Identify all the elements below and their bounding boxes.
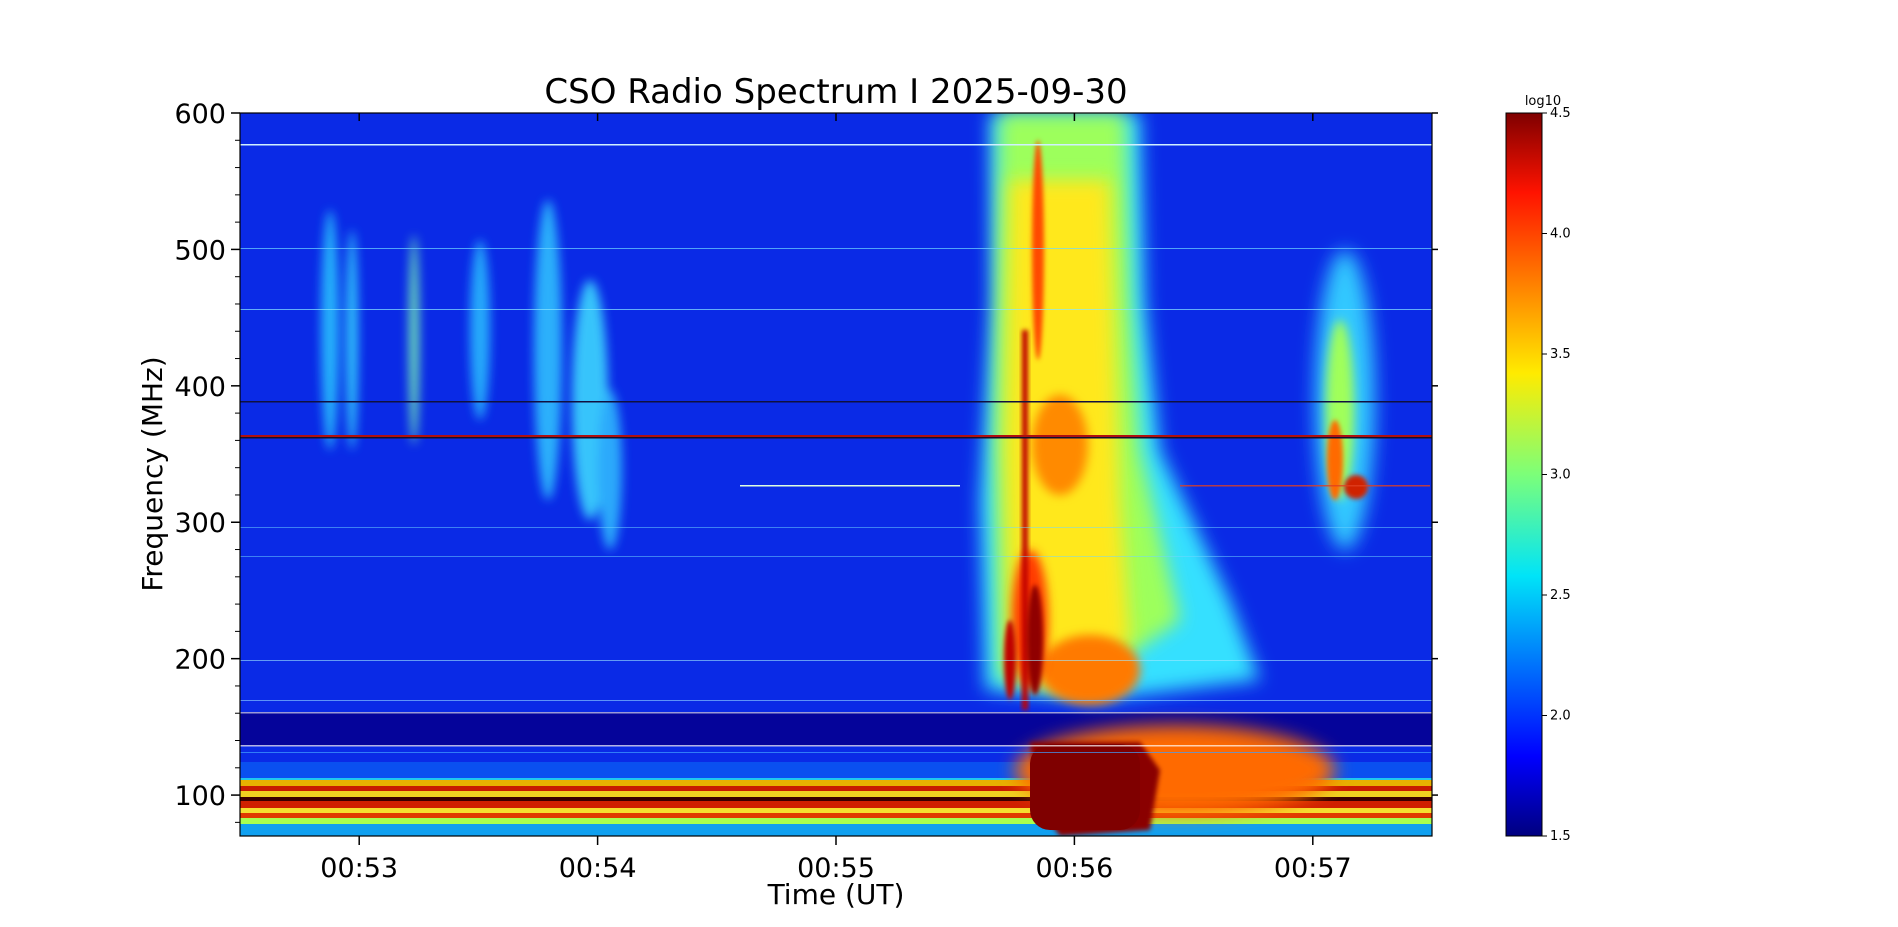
colorbar-tick-label: 4.0 — [1550, 227, 1571, 242]
colorbar-tick-label: 3.5 — [1550, 347, 1571, 362]
x-tick-label: 00:54 — [559, 853, 637, 884]
y-tick-label: 300 — [174, 508, 226, 539]
x-tick-label: 00:57 — [1274, 853, 1352, 884]
x-tick-label: 00:53 — [320, 853, 398, 884]
colorbar-tick-label: 1.5 — [1550, 829, 1571, 844]
colorbar-label: log10 — [1525, 94, 1561, 109]
y-tick-label: 100 — [174, 781, 226, 812]
interference-lines — [240, 144, 1432, 753]
chart-title: CSO Radio Spectrum I 2025-09-30 — [544, 72, 1127, 112]
colorbar: log10 1.5 2.0 2.5 3.0 3.5 4.0 4.5 — [1505, 94, 1571, 844]
x-tick-label: 00:56 — [1035, 853, 1113, 884]
colorbar-tick-label: 2.0 — [1550, 709, 1571, 724]
x-axis-label: Time (UT) — [767, 878, 905, 911]
colorbar-tick-label: 4.5 — [1550, 106, 1571, 121]
spectrogram — [240, 113, 1432, 836]
type-iii-bursts-right — [1315, 250, 1375, 550]
colorbar-ticks: 1.5 2.0 2.5 3.0 3.5 4.0 4.5 — [1542, 106, 1571, 844]
colorbar-tick-label: 2.5 — [1550, 588, 1571, 603]
y-axis: 100 200 300 400 500 600 — [174, 99, 1438, 823]
colorbar-tick-label: 3.0 — [1550, 468, 1571, 483]
y-tick-label: 500 — [174, 235, 226, 266]
colorbar-gradient — [1505, 112, 1543, 837]
type-iii-bursts-left — [321, 200, 622, 550]
y-tick-label: 200 — [174, 645, 226, 676]
y-axis-label: Frequency (MHz) — [136, 356, 169, 591]
x-tick-label: 00:55 — [797, 853, 875, 884]
y-tick-label: 600 — [174, 99, 226, 130]
x-axis: 00:53 00:54 00:55 00:56 00:57 — [320, 113, 1352, 884]
y-tick-label: 400 — [174, 372, 226, 403]
